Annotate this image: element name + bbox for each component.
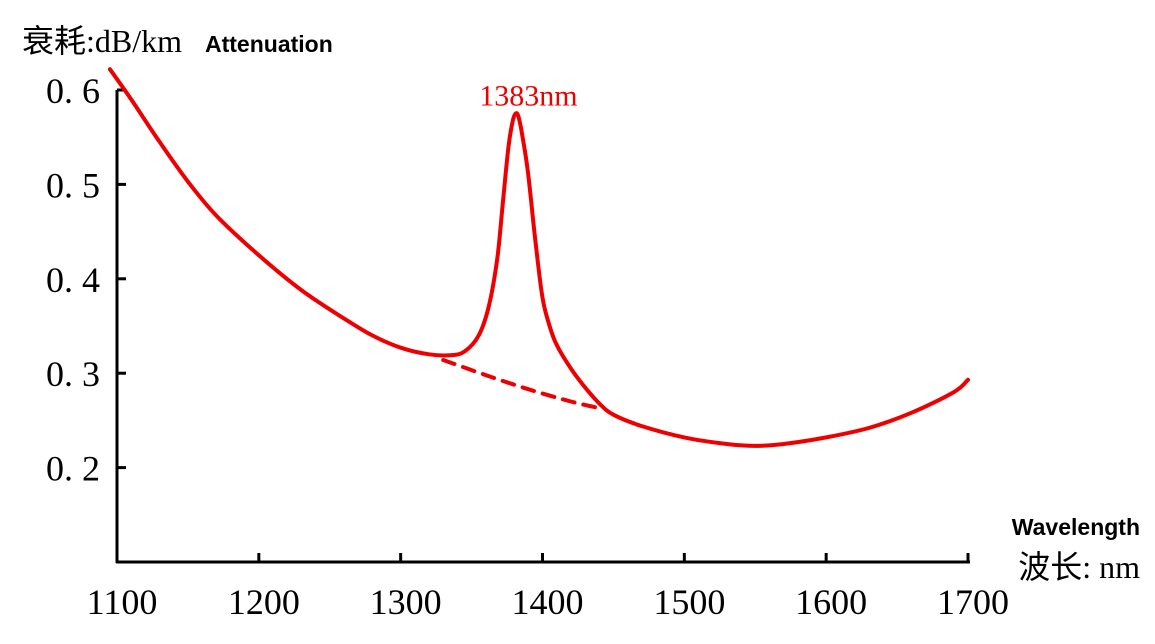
- series-layer: [107, 67, 970, 448]
- x-axis-title: 波长: nm: [1018, 549, 1140, 585]
- y-axis-title: 衰耗:dB/km: [22, 23, 182, 59]
- x-tick-label: 1700: [937, 582, 1009, 622]
- x-tick-label: 1400: [512, 582, 584, 622]
- x-tick-label: 1500: [653, 582, 725, 622]
- annotation-layer: 1383nm: [479, 80, 577, 113]
- axis-ticks: 1100 1200 1300 1400 1500 1600 1700 0. 2 0. 3 0. 4…: [46, 71, 1009, 622]
- x-tick-label: 1200: [228, 582, 300, 622]
- y-axis-title-en: Attenuation: [205, 31, 333, 57]
- y-tick-label: 0. 4: [46, 260, 100, 300]
- x-tick-label: 1300: [370, 582, 442, 622]
- y-tick-label: 0. 5: [46, 165, 100, 205]
- attenuation-curve: [107, 67, 970, 448]
- peak-annotation: 1383nm: [479, 80, 577, 113]
- x-tick-label: 1100: [87, 582, 158, 622]
- x-axis-title-en: Wavelength: [1012, 514, 1140, 540]
- x-tick-label: 1600: [795, 582, 867, 622]
- y-tick-label: 0. 6: [46, 71, 100, 111]
- y-tick-label: 0. 3: [46, 354, 100, 394]
- baseline-dashed-line: [441, 358, 602, 411]
- y-tick-label: 0. 2: [46, 449, 100, 489]
